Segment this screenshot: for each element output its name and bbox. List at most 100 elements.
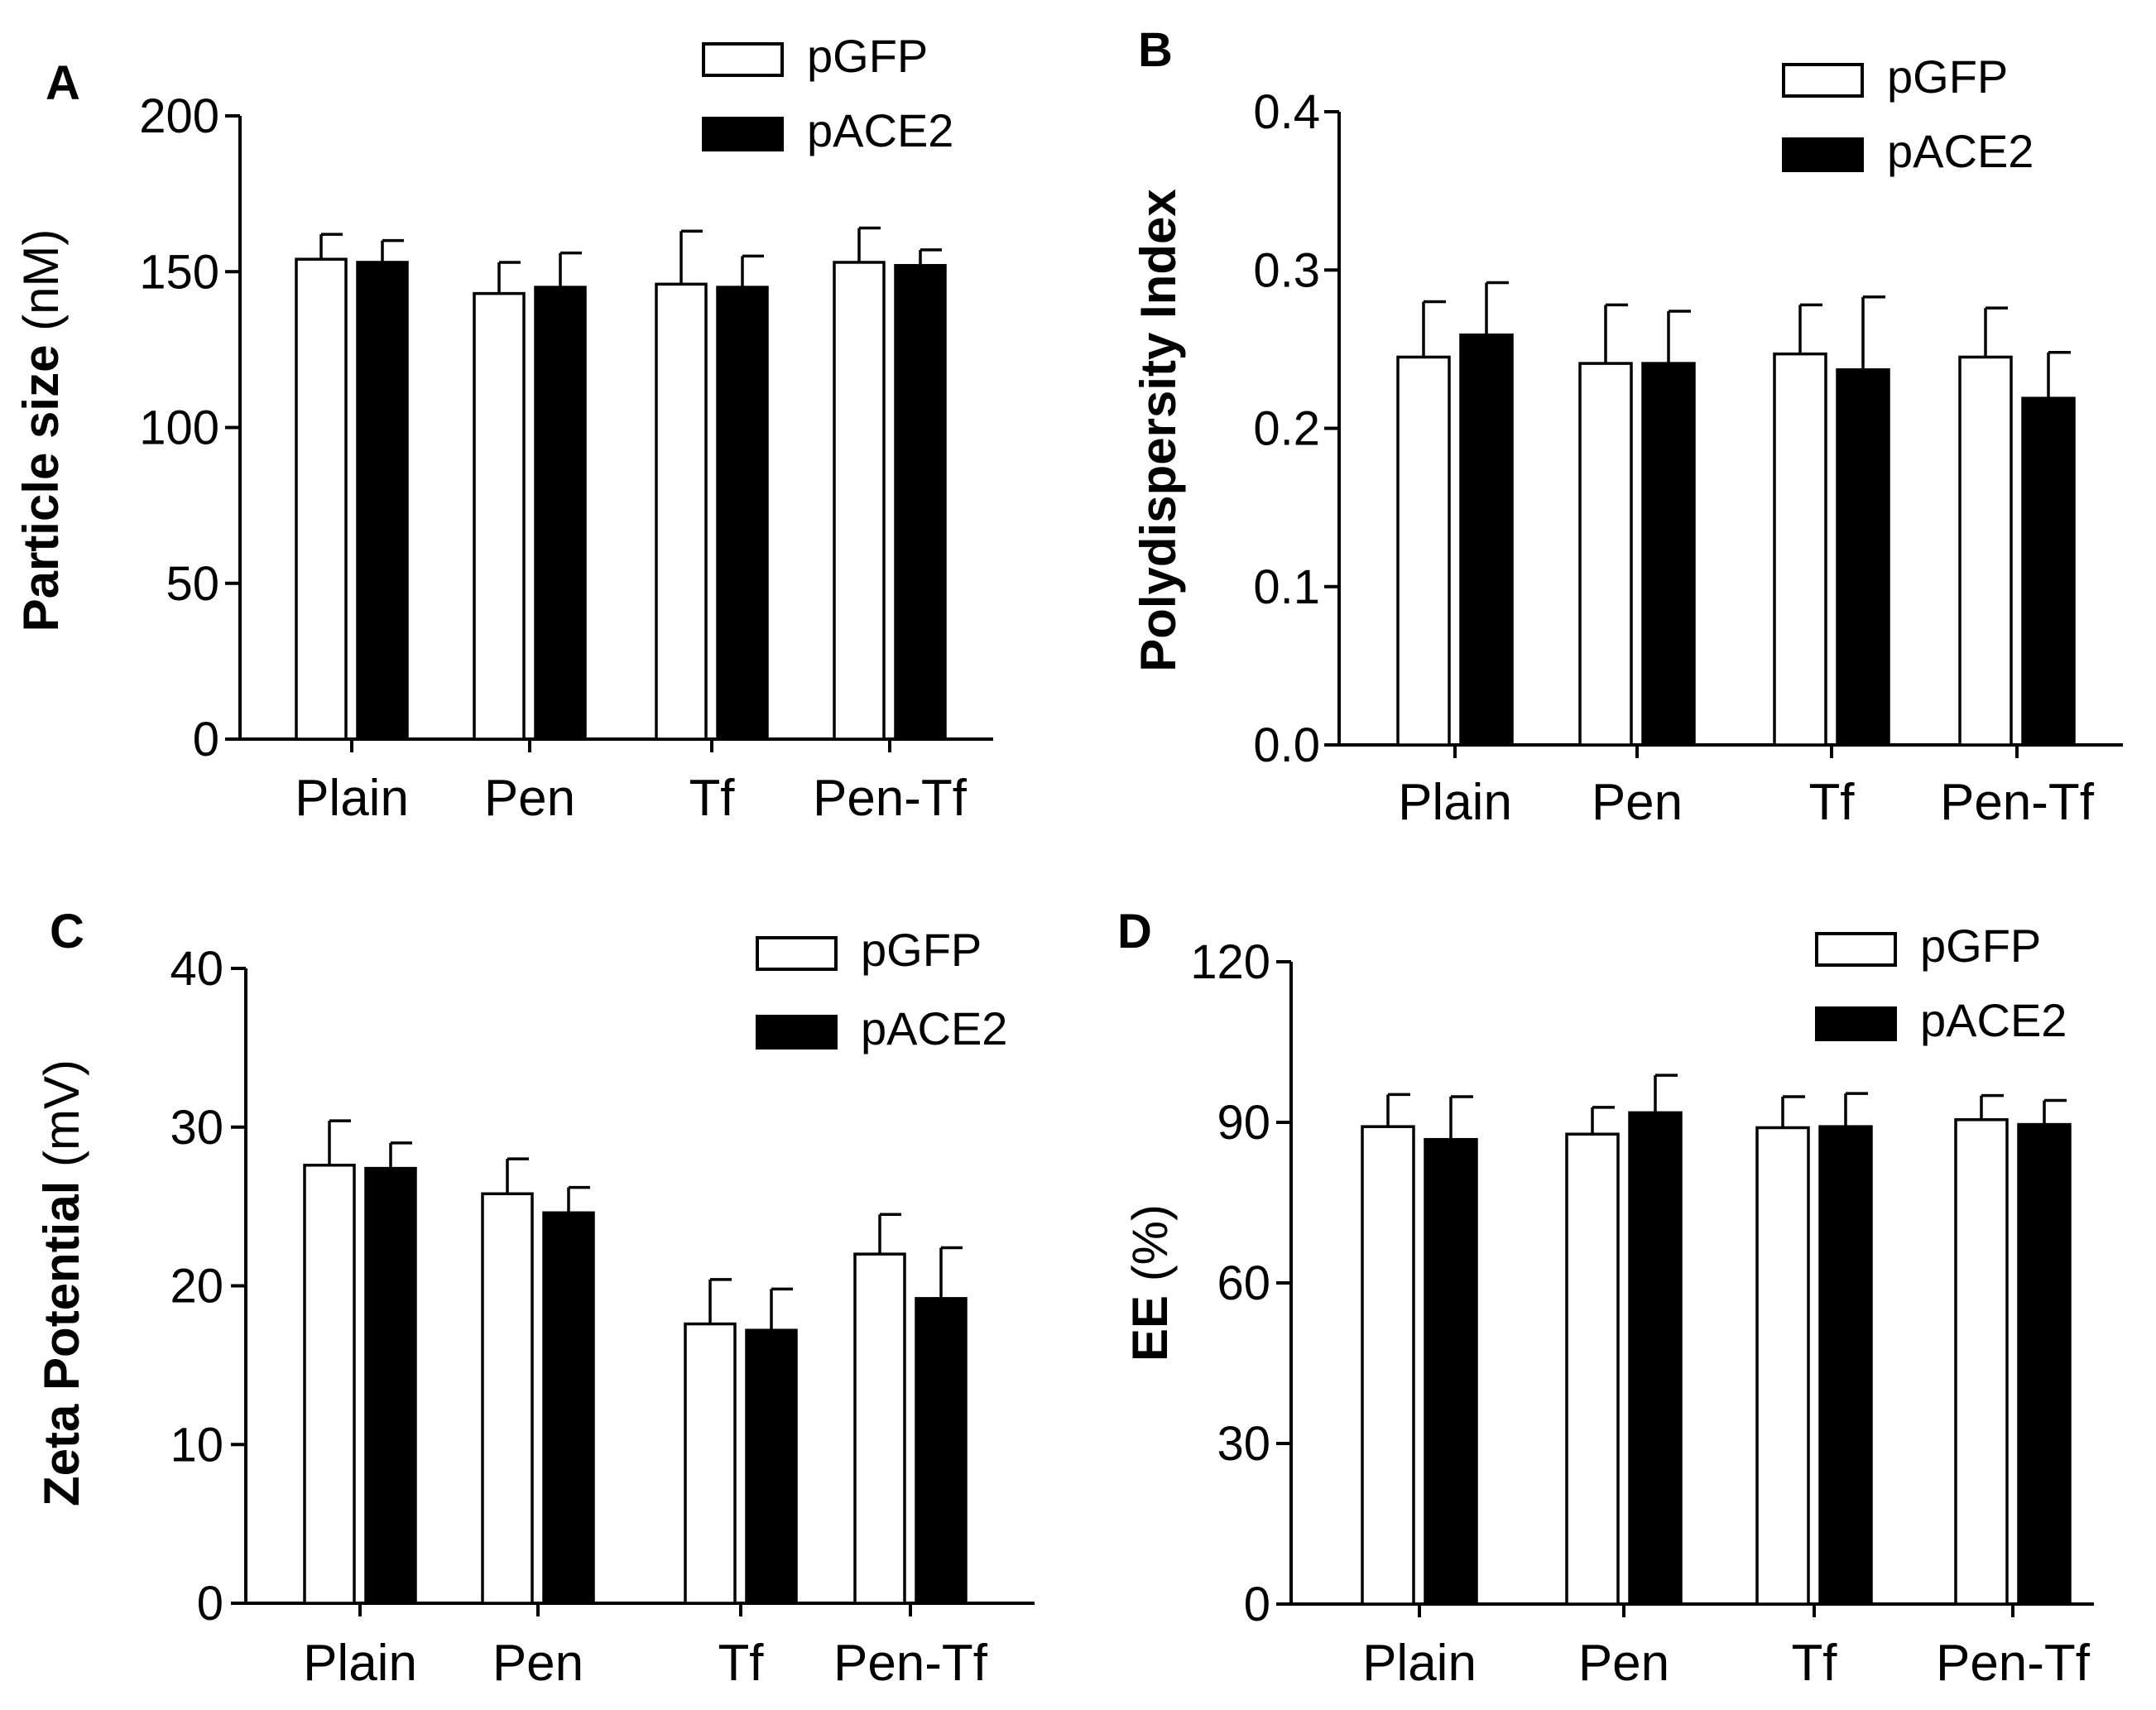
y-axis-title-name: Polydispersity Index [1131,189,1186,672]
bar-pgfp [655,282,708,741]
legend-swatch-pgfp [1815,932,1897,967]
x-category-label: Pen-Tf [1940,774,2095,831]
x-category-label: Pen-Tf [833,1635,988,1692]
legend-label: pGFP [1920,920,2041,972]
legend-swatch-pace2 [756,1015,838,1050]
legend-swatch-pgfp [702,42,784,77]
bar-pace2 [2017,1122,2072,1606]
legend-label: pGFP [1887,50,2008,103]
y-axis-title-name: Particle size [13,345,69,632]
x-category-label: Pen [1578,1635,1669,1692]
x-category-label: Plain [295,770,409,827]
bar-pgfp [1361,1125,1415,1606]
bar-pace2 [364,1166,417,1605]
bar-pgfp [1396,355,1451,747]
y-tick-label: 30 [1217,1417,1270,1471]
y-tick-label: 40 [170,942,223,996]
bar-pace2 [1818,1125,1873,1606]
x-category-label: Pen [492,1635,583,1692]
bar-pgfp [1578,362,1633,747]
y-tick-label: 0 [193,713,219,766]
legend-swatch-pace2 [1815,1006,1897,1041]
bar-pace2 [1424,1137,1478,1606]
chart-panel-c: C Zeta Potential (mV) 0 10 20 30 40 Plain Pen Tf P… [34,905,1035,1692]
bar-pace2 [1628,1111,1683,1606]
bar-pgfp [303,1164,356,1605]
panel-letter: C [50,905,84,958]
y-tick-label: 0 [1244,1578,1270,1631]
y-tick-label: 90 [1217,1096,1270,1150]
y-tick-label: 10 [170,1418,223,1472]
bar-pgfp [1565,1132,1620,1606]
y-tick-label: 100 [139,401,219,455]
bar-pgfp [481,1192,534,1605]
legend-label: pACE2 [861,1002,1007,1054]
chart-panel-b: B Polydispersity Index 0.0 0.1 0.2 0.3 0.4 Plai… [1131,23,2123,831]
bar-pace2 [716,286,769,741]
bar-pace2 [542,1211,595,1605]
x-category-label: Pen [1592,774,1683,831]
x-category-label: Tf [1791,1635,1837,1692]
y-tick-label: 0.0 [1253,718,1320,772]
y-tick-label: 20 [170,1260,223,1314]
bar-pace2 [1641,362,1696,747]
y-tick-label: 0.2 [1253,402,1320,456]
chart-panel-a: A Particle size (nM) 0 50 100 150 200 Plain Pen T… [13,30,993,827]
y-axis-title-name: EE [1122,1295,1178,1362]
x-category-label: Plain [303,1635,417,1692]
bar-pace2 [745,1328,798,1605]
x-category-label: Tf [689,770,735,827]
bar-pgfp [684,1322,737,1605]
panel-letter: B [1138,23,1173,77]
legend-swatch-pace2 [702,117,784,151]
y-axis-title: EE (%) [1122,1204,1178,1362]
x-category-label: Pen-Tf [1936,1635,2091,1692]
x-category-label: Pen-Tf [813,770,968,827]
legend-swatch-pgfp [1782,63,1864,98]
legend-label: pACE2 [807,104,953,156]
y-axis-title-unit: (%) [1122,1204,1178,1295]
legend-label: pGFP [807,30,928,82]
y-tick-label: 0.4 [1253,85,1320,139]
y-tick-label: 150 [139,245,219,299]
bar-pgfp [1755,1126,1810,1606]
y-tick-label: 30 [170,1101,223,1155]
bar-pgfp [1773,352,1827,747]
y-axis-title-unit: (mV) [34,1059,89,1181]
y-axis-title: Zeta Potential (mV) [34,1059,89,1506]
bar-pace2 [534,286,587,741]
legend-label: pACE2 [1920,994,2067,1046]
y-axis-title: Polydispersity Index [1131,189,1186,672]
bar-pace2 [894,263,947,741]
legend-label: pACE2 [1887,125,2034,177]
y-tick-label: 0.3 [1253,243,1320,297]
x-category-label: Plain [1398,774,1512,831]
y-tick-label: 0 [197,1577,223,1631]
legend-label: pGFP [861,924,982,976]
legend-swatch-pace2 [1782,137,1864,172]
legend-swatch-pgfp [756,936,838,971]
bar-pgfp [1958,355,2013,747]
panel-letter: A [46,56,80,110]
bar-pace2 [1459,333,1514,747]
panel-letter: D [1117,905,1152,958]
bar-pgfp [833,261,886,741]
bar-pace2 [915,1297,968,1605]
x-category-label: Tf [718,1635,764,1692]
bar-pace2 [1836,367,1890,747]
bar-pgfp [1954,1118,2009,1606]
y-tick-label: 50 [166,557,219,611]
x-category-label: Plain [1362,1635,1477,1692]
bar-pgfp [473,291,526,741]
y-tick-label: 200 [139,89,219,143]
bar-pace2 [356,261,409,741]
y-axis-title-name: Zeta Potential [34,1181,89,1506]
y-tick-label: 0.1 [1253,560,1320,614]
x-category-label: Pen [484,770,575,827]
bar-pgfp [295,257,348,741]
bar-pgfp [853,1252,906,1605]
y-tick-label: 60 [1217,1256,1270,1310]
y-axis-title: Particle size (nM) [13,229,69,632]
y-tick-label: 120 [1190,935,1270,989]
